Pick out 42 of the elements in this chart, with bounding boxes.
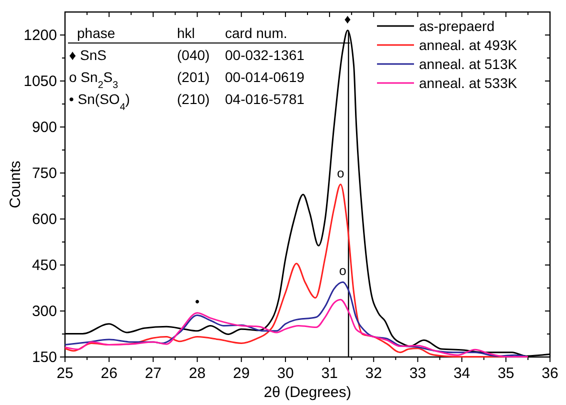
x-tick-label: 28 (188, 365, 206, 382)
annotation: card num. (225, 25, 288, 41)
y-tick-label: 900 (32, 119, 57, 136)
x-tick-label: 27 (144, 365, 162, 382)
y-axis-title: Counts (7, 160, 24, 208)
annotation: ♦ SnS (69, 47, 106, 63)
annotation: (201) (177, 69, 210, 85)
x-tick-label: 29 (233, 365, 250, 382)
x-tick-label: 30 (277, 365, 294, 382)
legend-label: as-prepaerd (419, 18, 494, 34)
x-tick-label: 25 (56, 365, 74, 382)
x-tick-label: 35 (498, 365, 514, 382)
annotation: phase (77, 25, 116, 41)
annotation: hkl (177, 25, 195, 41)
x-tick-label: 31 (321, 365, 338, 382)
legend-label: anneal. at 493K (419, 37, 518, 53)
y-tick-label: 1200 (24, 27, 57, 44)
annotation: o (339, 263, 346, 278)
y-tick-label: 150 (32, 349, 57, 366)
legend-label: anneal. at 513K (419, 56, 518, 72)
annotation: o Sn$_{2}$S$_{3}$ (69, 69, 119, 90)
annotation: 00-032-1361 (225, 47, 305, 63)
x-tick-label: 26 (100, 365, 118, 382)
y-tick-label: 600 (32, 211, 57, 228)
x-tick-label: 34 (453, 365, 470, 382)
annotation: • Sn(SO$_{4}$) (69, 91, 130, 112)
x-axis-title: 2θ (Degrees) (264, 384, 352, 401)
y-tick-label: 1050 (24, 73, 57, 90)
annotation: ♦ (344, 11, 352, 26)
annotation: (040) (177, 47, 210, 63)
annotation: • (194, 294, 200, 309)
y-tick-label: 450 (32, 257, 57, 274)
annotation: (210) (177, 91, 210, 107)
y-tick-label: 750 (32, 165, 57, 182)
x-tick-label: 33 (409, 365, 426, 382)
annotation: 00-014-0619 (225, 69, 305, 85)
y-tick-label: 300 (32, 303, 57, 320)
x-tick-label: 36 (542, 365, 558, 382)
legend-label: anneal. at 533K (419, 75, 518, 91)
annotation: o (336, 165, 344, 180)
x-tick-label: 32 (365, 365, 382, 382)
annotation: 04-016-5781 (225, 91, 305, 107)
